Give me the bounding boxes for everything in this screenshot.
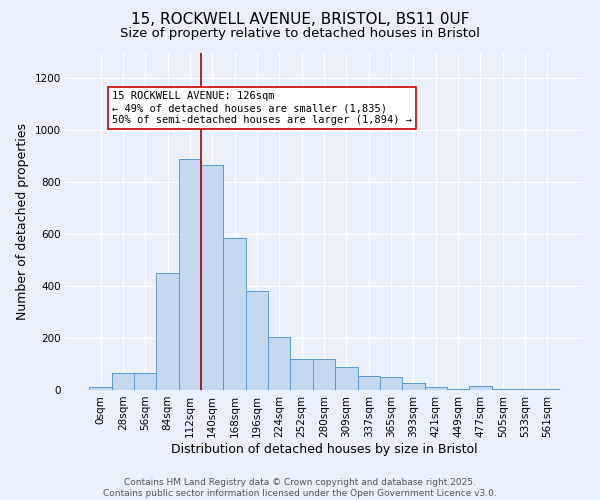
Bar bbox=[223, 238, 246, 390]
Bar bbox=[268, 337, 290, 390]
Bar bbox=[89, 388, 112, 390]
Bar bbox=[358, 376, 380, 390]
Text: Size of property relative to detached houses in Bristol: Size of property relative to detached ho… bbox=[120, 28, 480, 40]
Bar bbox=[491, 388, 514, 390]
Bar bbox=[201, 166, 223, 390]
Bar bbox=[246, 292, 268, 390]
X-axis label: Distribution of detached houses by size in Bristol: Distribution of detached houses by size … bbox=[170, 442, 478, 456]
Text: Contains HM Land Registry data © Crown copyright and database right 2025.
Contai: Contains HM Land Registry data © Crown c… bbox=[103, 478, 497, 498]
Bar bbox=[447, 388, 469, 390]
Bar bbox=[313, 359, 335, 390]
Text: 15 ROCKWELL AVENUE: 126sqm
← 49% of detached houses are smaller (1,835)
50% of s: 15 ROCKWELL AVENUE: 126sqm ← 49% of deta… bbox=[112, 92, 412, 124]
Bar bbox=[469, 386, 491, 390]
Bar bbox=[157, 273, 179, 390]
Bar bbox=[380, 377, 402, 390]
Bar bbox=[335, 366, 358, 390]
Bar bbox=[134, 373, 157, 390]
Bar bbox=[402, 383, 425, 390]
Bar bbox=[290, 359, 313, 390]
Y-axis label: Number of detached properties: Number of detached properties bbox=[16, 122, 29, 320]
Bar bbox=[425, 387, 447, 390]
Bar bbox=[179, 159, 201, 390]
Text: 15, ROCKWELL AVENUE, BRISTOL, BS11 0UF: 15, ROCKWELL AVENUE, BRISTOL, BS11 0UF bbox=[131, 12, 469, 28]
Bar bbox=[514, 389, 536, 390]
Bar bbox=[112, 373, 134, 390]
